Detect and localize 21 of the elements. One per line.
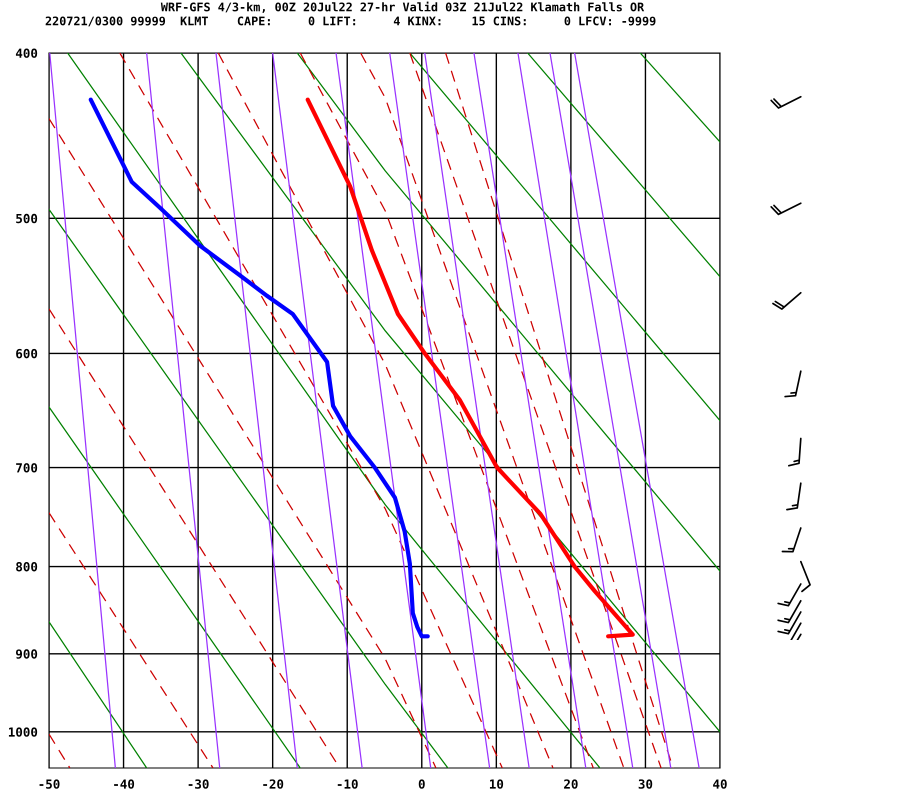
y-tick-label: 700: [16, 463, 38, 473]
line-series: [306, 98, 635, 638]
chart-title: WRF-GFS 4/3-km, 00Z 20Jul22 27-hr Valid 03Z 21Jul22 Klamath Falls OR: [160, 2, 644, 13]
chart-subtitle: 220721/0300 99999 KLMT CAPE: 0 LIFT: 4 KINX: 15 CINS: 0 LFCV: -9999: [46, 16, 656, 26]
x-tick-label: -50: [40, 779, 60, 789]
y-tick-label: 800: [16, 562, 38, 572]
y-tick-label: 500: [16, 214, 38, 224]
x-tick-label: 20: [564, 779, 578, 789]
x-tick-label: 0: [418, 779, 425, 789]
x-tick-label: -20: [263, 779, 284, 789]
line-series: [88, 98, 430, 638]
y-tick-label: 600: [16, 348, 38, 358]
x-tick-label: -10: [338, 779, 358, 789]
y-tick-label: 1000: [8, 727, 38, 737]
x-tick-label: 40: [713, 779, 727, 789]
x-tick-label: 10: [490, 779, 504, 789]
y-tick-label: 900: [16, 649, 38, 659]
x-tick-label: -30: [188, 779, 209, 789]
x-tick-label: 30: [638, 779, 652, 789]
y-tick-label: 400: [16, 48, 38, 58]
x-tick-label: -40: [114, 779, 134, 789]
